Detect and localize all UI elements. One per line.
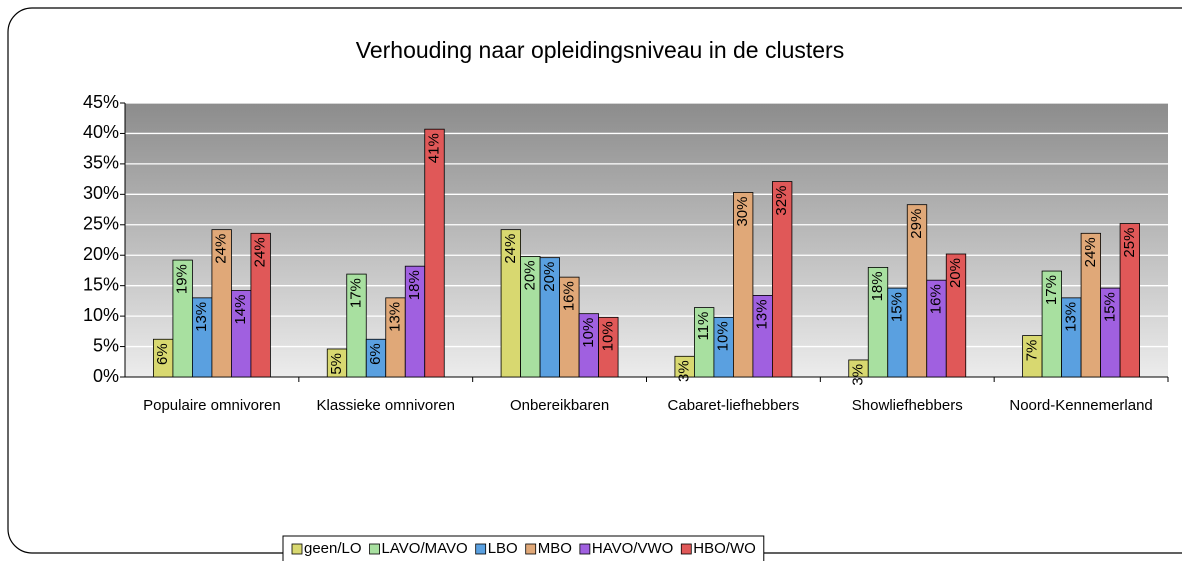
data-label: 17% xyxy=(347,278,364,308)
bar xyxy=(1119,223,1140,378)
data-label: 10% xyxy=(580,318,597,348)
y-tick-label: 45% xyxy=(83,92,119,112)
legend-swatch xyxy=(475,543,487,555)
data-label: 5% xyxy=(328,353,345,375)
bar xyxy=(733,192,754,378)
data-label: 6% xyxy=(367,343,384,365)
bar xyxy=(945,253,967,378)
data-label: 20% xyxy=(541,262,558,292)
data-label: 24% xyxy=(502,234,519,264)
data-label: 30% xyxy=(734,197,751,227)
data-label: 3% xyxy=(849,364,866,386)
legend-swatch xyxy=(525,543,537,555)
chart-title: Verhouding naar opleidingsniveau in de c… xyxy=(356,37,844,63)
y-tick-label: 10% xyxy=(83,305,119,325)
legend: geen/LO LAVO/MAVO LBO MBO HAVO/VWO HBO/WO xyxy=(282,535,765,561)
x-tick-label: Noord-Kennemerland xyxy=(1009,397,1153,414)
data-label: 17% xyxy=(1043,275,1060,305)
data-label: 13% xyxy=(193,302,210,332)
y-tick-label: 35% xyxy=(83,153,119,173)
bar xyxy=(772,181,793,378)
data-label: 18% xyxy=(869,271,886,301)
data-label: 24% xyxy=(252,237,269,267)
data-label: 3% xyxy=(676,360,693,382)
legend-swatch xyxy=(579,543,591,555)
data-label: 25% xyxy=(1121,228,1138,258)
data-label: 10% xyxy=(715,321,732,351)
data-label: 13% xyxy=(754,299,771,329)
data-label: 32% xyxy=(773,186,790,216)
bar xyxy=(250,232,271,378)
bar xyxy=(424,128,445,378)
x-tick-label: Onbereikbaren xyxy=(509,397,610,414)
legend-swatch xyxy=(369,543,380,555)
y-tick-label: 0% xyxy=(93,366,119,386)
legend-label: geen/LO xyxy=(304,540,362,557)
data-label: 20% xyxy=(947,258,964,288)
data-label: 24% xyxy=(213,234,230,264)
data-label: 29% xyxy=(908,209,925,239)
bar xyxy=(598,316,619,378)
bar xyxy=(346,273,367,378)
plot-area xyxy=(125,103,1168,377)
data-label: 18% xyxy=(406,270,423,300)
data-label: 14% xyxy=(232,295,249,325)
data-label: 15% xyxy=(1101,292,1118,322)
legend-label: LBO xyxy=(488,540,518,557)
y-tick-label: 5% xyxy=(93,335,119,355)
data-label: 16% xyxy=(560,281,577,311)
data-label: 10% xyxy=(599,321,616,351)
y-tick-label: 40% xyxy=(83,122,119,142)
y-tick-label: 30% xyxy=(83,183,119,203)
data-label: 19% xyxy=(174,264,191,294)
data-label: 11% xyxy=(695,312,712,341)
x-tick-label: Cabaret-liefhebbers xyxy=(667,397,800,414)
data-label: 13% xyxy=(1062,302,1079,332)
x-tick-label: Klassieke omnivoren xyxy=(316,397,455,414)
data-label: 6% xyxy=(154,343,171,365)
data-label: 15% xyxy=(888,292,905,322)
y-tick-label: 25% xyxy=(83,214,119,234)
data-label: 20% xyxy=(521,260,538,290)
legend-label: LAVO/MAVO xyxy=(382,540,468,557)
data-label: 41% xyxy=(425,133,442,163)
legend-swatch xyxy=(291,543,303,555)
x-tick-label: Showliefhebbers xyxy=(851,397,963,414)
legend-swatch xyxy=(680,543,692,555)
y-tick-label: 15% xyxy=(83,274,119,294)
legend-label: HAVO/VWO xyxy=(592,540,673,557)
data-label: 24% xyxy=(1082,237,1099,267)
data-label: 13% xyxy=(386,302,403,332)
legend-label: MBO xyxy=(538,540,572,557)
x-tick-label: Populaire omnivoren xyxy=(143,397,281,414)
data-label: 7% xyxy=(1023,340,1040,362)
data-label: 16% xyxy=(927,284,944,314)
y-tick-label: 20% xyxy=(83,244,119,264)
legend-label: HBO/WO xyxy=(693,540,756,557)
